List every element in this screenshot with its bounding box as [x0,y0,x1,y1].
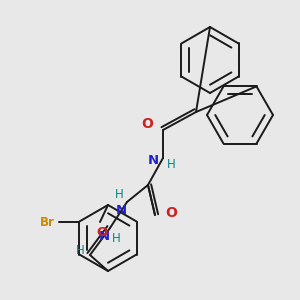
Text: H: H [115,188,123,200]
Text: H: H [167,158,176,170]
Text: O: O [165,206,177,220]
Text: N: N [116,203,127,217]
Text: Br: Br [40,216,55,229]
Text: O: O [141,117,153,131]
Text: N: N [147,154,159,166]
Text: N: N [98,230,110,242]
Text: H: H [112,232,120,244]
Text: O: O [96,226,108,239]
Text: H: H [76,244,84,257]
